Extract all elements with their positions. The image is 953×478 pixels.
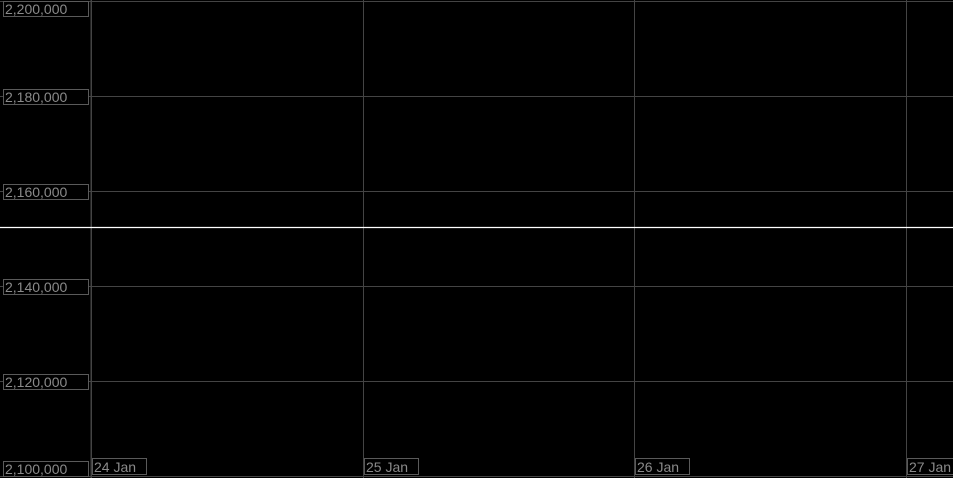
x-tick-label-box (635, 458, 690, 475)
y-tick-label: 2,200,000 (5, 1, 67, 17)
y-tick-label-box (3, 89, 89, 105)
x-tick-label: 25 Jan (366, 459, 408, 475)
y-tick-label-box (3, 461, 89, 477)
y-tick-label: 2,100,000 (5, 461, 67, 477)
y-tick-label-box (3, 1, 89, 17)
x-tick-label-box (907, 458, 953, 475)
y-tick-label-box (3, 279, 89, 295)
x-tick-label-box (92, 458, 147, 475)
y-tick-label-box (3, 374, 89, 390)
y-tick-label-box (3, 184, 89, 200)
y-tick-label: 2,140,000 (5, 279, 67, 295)
x-tick-label: 27 Jan (909, 459, 951, 475)
x-tick-label-box (364, 458, 419, 475)
y-tick-label: 2,120,000 (5, 374, 67, 390)
y-tick-label: 2,160,000 (5, 184, 67, 200)
x-tick-label: 24 Jan (94, 459, 136, 475)
x-tick-label: 26 Jan (637, 459, 679, 475)
y-tick-label: 2,180,000 (5, 89, 67, 105)
